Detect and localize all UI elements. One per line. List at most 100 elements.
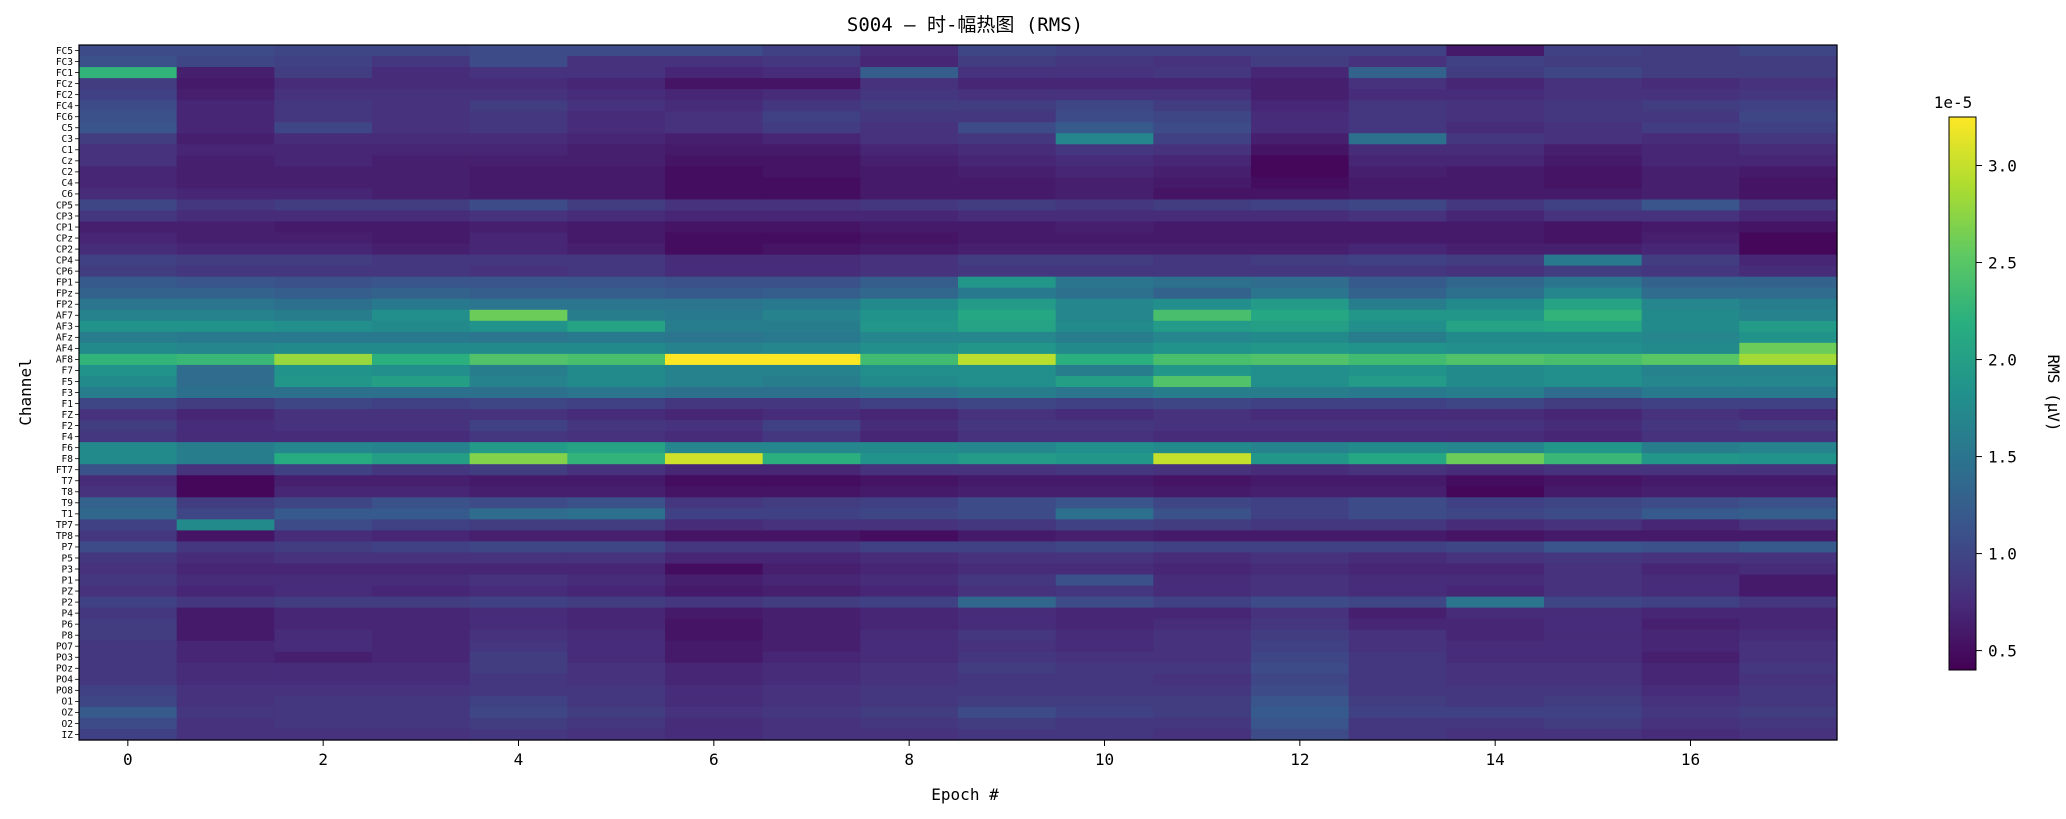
heatmap-cell xyxy=(1251,100,1350,112)
heatmap-cell xyxy=(1055,420,1154,432)
epoch-tick-label: 0 xyxy=(123,750,133,769)
heatmap-cell xyxy=(469,56,568,68)
heatmap-cell xyxy=(1348,453,1447,465)
colorbar-multiplier: 1e-5 xyxy=(1934,93,1973,112)
heatmap-cell xyxy=(860,386,959,399)
heatmap-cell xyxy=(958,254,1057,267)
heatmap-cell xyxy=(1544,331,1643,344)
heatmap-cell xyxy=(762,67,861,79)
heatmap-cell xyxy=(1153,728,1252,741)
heatmap-cell xyxy=(79,695,178,708)
channel-tick-label: F7 xyxy=(62,366,73,377)
epoch-ticks: 0 2 4 6 8 10 12 14 16 xyxy=(123,740,1700,769)
heatmap-cell xyxy=(372,519,471,531)
heatmap-cell xyxy=(665,89,764,101)
heatmap-cell xyxy=(469,420,568,432)
heatmap-cell xyxy=(1739,243,1838,256)
heatmap-cell xyxy=(469,662,568,675)
heatmap-cell xyxy=(567,166,666,178)
heatmap-cell xyxy=(1446,353,1545,366)
heatmap-cell xyxy=(665,574,764,587)
heatmap-cell xyxy=(860,640,959,653)
heatmap-cell xyxy=(1153,420,1252,432)
heatmap-cell xyxy=(1739,309,1838,322)
heatmap-cell xyxy=(1739,552,1838,565)
heatmap-cell xyxy=(567,67,666,79)
heatmap-cell xyxy=(176,155,275,167)
heatmap-cell xyxy=(1055,342,1154,355)
heatmap-cell xyxy=(665,706,764,719)
heatmap-cell xyxy=(860,541,959,554)
heatmap-cell xyxy=(958,640,1057,653)
heatmap-cell xyxy=(1153,100,1252,112)
heatmap-cell xyxy=(1739,486,1838,498)
channel-tick-label: CP4 xyxy=(56,255,73,266)
heatmap-cell xyxy=(860,342,959,355)
heatmap-cell xyxy=(567,541,666,554)
heatmap-cell xyxy=(1544,210,1643,223)
heatmap-cell xyxy=(958,486,1057,498)
heatmap-cell xyxy=(860,607,959,620)
heatmap-cell xyxy=(665,155,764,167)
heatmap-cell xyxy=(860,717,959,730)
channel-tick-label: T7 xyxy=(62,476,73,487)
heatmap-cell xyxy=(567,122,666,134)
heatmap-cell xyxy=(1641,607,1740,620)
heatmap-cell xyxy=(1641,188,1740,201)
heatmap-cell xyxy=(372,210,471,223)
heatmap-cell xyxy=(469,188,568,201)
heatmap-cell xyxy=(176,287,275,300)
heatmap-cell xyxy=(469,541,568,554)
heatmap-cell xyxy=(274,651,373,664)
heatmap-cell xyxy=(860,298,959,311)
heatmap-cell xyxy=(176,100,275,112)
heatmap-cell xyxy=(958,386,1057,399)
heatmap-cell xyxy=(1153,585,1252,598)
heatmap-cell xyxy=(762,254,861,267)
heatmap-cell xyxy=(567,574,666,587)
heatmap-cell xyxy=(860,563,959,576)
heatmap-cell xyxy=(1348,243,1447,256)
heatmap-cell xyxy=(1446,541,1545,554)
heatmap-cell xyxy=(1153,342,1252,355)
heatmap-cell xyxy=(1153,508,1252,520)
x-axis-label: Epoch # xyxy=(931,785,999,804)
heatmap-cell xyxy=(372,144,471,156)
heatmap-cell xyxy=(1348,486,1447,498)
heatmap-cell xyxy=(1153,166,1252,178)
heatmap-cell xyxy=(762,508,861,520)
heatmap-cell xyxy=(1251,232,1350,245)
channel-tick-label: FC1 xyxy=(56,68,73,79)
heatmap-cell xyxy=(1348,353,1447,366)
heatmap-cell xyxy=(1348,276,1447,289)
heatmap-cell xyxy=(469,596,568,609)
heatmap-cell xyxy=(1055,78,1154,90)
heatmap-cell xyxy=(958,364,1057,377)
heatmap-cell xyxy=(665,375,764,388)
heatmap-cell xyxy=(1055,640,1154,653)
channel-tick-label: F5 xyxy=(62,377,73,388)
heatmap-cell xyxy=(1153,287,1252,300)
heatmap-cell xyxy=(469,320,568,333)
heatmap-cell xyxy=(1446,420,1545,432)
heatmap-cell xyxy=(1641,420,1740,432)
channel-tick-label: Cz xyxy=(62,156,73,167)
heatmap-cell xyxy=(860,320,959,333)
heatmap-cell xyxy=(372,375,471,388)
heatmap-cell xyxy=(762,144,861,156)
heatmap-cell xyxy=(1446,629,1545,642)
heatmap-cell xyxy=(1544,596,1643,609)
heatmap-cell xyxy=(665,442,764,454)
heatmap-cell xyxy=(762,552,861,565)
heatmap-cell xyxy=(372,364,471,377)
heatmap-cell xyxy=(469,574,568,587)
heatmap-cell xyxy=(1544,375,1643,388)
heatmap-cell xyxy=(79,375,178,388)
heatmap-cell xyxy=(567,265,666,278)
heatmap-cell xyxy=(1739,386,1838,399)
channel-tick-label: CP1 xyxy=(56,222,73,233)
heatmap-cell xyxy=(567,232,666,245)
heatmap-cell xyxy=(567,497,666,509)
heatmap-cell xyxy=(1251,486,1350,498)
heatmap-cell xyxy=(958,100,1057,112)
